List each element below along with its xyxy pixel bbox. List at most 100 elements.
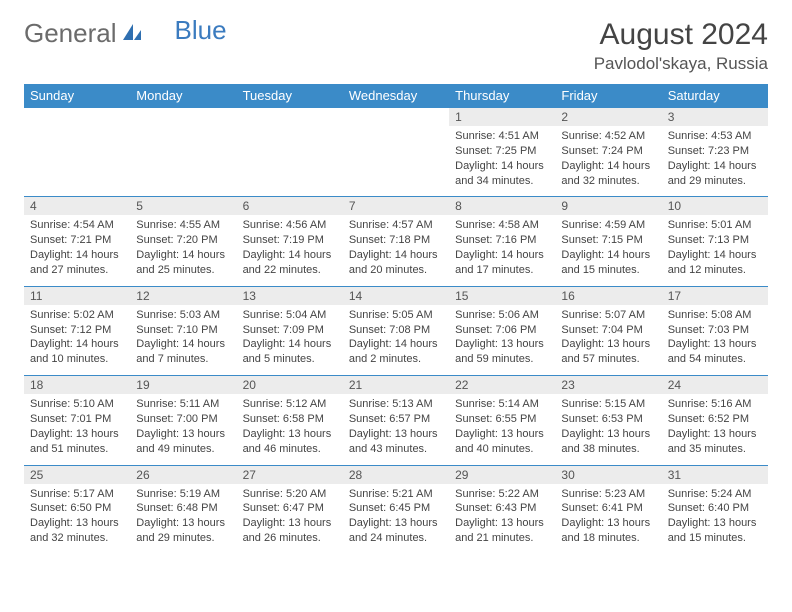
sunrise-text: Sunrise: 5:06 AM [455,308,549,323]
sunrise-text: Sunrise: 4:56 AM [243,218,337,233]
sunrise-text: Sunrise: 5:16 AM [668,397,762,412]
day1-text: Daylight: 14 hours [561,248,655,263]
sunset-text: Sunset: 7:10 PM [136,323,230,338]
sunrise-text: Sunrise: 5:24 AM [668,487,762,502]
day-content-cell: Sunrise: 4:54 AMSunset: 7:21 PMDaylight:… [24,215,130,286]
day-number-row: 45678910 [24,197,768,216]
day2-text: and 29 minutes. [136,531,230,546]
day-content-cell: Sunrise: 5:13 AMSunset: 6:57 PMDaylight:… [343,394,449,465]
day-number-cell [24,108,130,127]
day2-text: and 57 minutes. [561,352,655,367]
day-content-cell: Sunrise: 4:59 AMSunset: 7:15 PMDaylight:… [555,215,661,286]
day-number-cell: 12 [130,286,236,305]
day-number-cell: 16 [555,286,661,305]
day-content-cell: Sunrise: 5:17 AMSunset: 6:50 PMDaylight:… [24,484,130,554]
day-number-cell: 21 [343,376,449,395]
sunset-text: Sunset: 7:21 PM [30,233,124,248]
day1-text: Daylight: 14 hours [30,337,124,352]
sunset-text: Sunset: 6:40 PM [668,501,762,516]
day2-text: and 10 minutes. [30,352,124,367]
day-number-row: 25262728293031 [24,465,768,484]
day-content-cell: Sunrise: 5:23 AMSunset: 6:41 PMDaylight:… [555,484,661,554]
sunrise-text: Sunrise: 5:08 AM [668,308,762,323]
day2-text: and 40 minutes. [455,442,549,457]
day1-text: Daylight: 14 hours [349,248,443,263]
weekday-header: Monday [130,84,236,108]
day-content-cell [130,126,236,197]
day-content-cell: Sunrise: 5:10 AMSunset: 7:01 PMDaylight:… [24,394,130,465]
day-number-cell: 18 [24,376,130,395]
sunrise-text: Sunrise: 4:53 AM [668,129,762,144]
calendar-page: General Blue August 2024 Pavlodol'skaya,… [0,0,792,572]
sunrise-text: Sunrise: 5:22 AM [455,487,549,502]
day-number-cell: 15 [449,286,555,305]
day2-text: and 34 minutes. [455,174,549,189]
sunrise-text: Sunrise: 5:15 AM [561,397,655,412]
day2-text: and 38 minutes. [561,442,655,457]
day1-text: Daylight: 14 hours [136,337,230,352]
day-content-cell [343,126,449,197]
day1-text: Daylight: 13 hours [136,427,230,442]
day2-text: and 20 minutes. [349,263,443,278]
sunset-text: Sunset: 7:01 PM [30,412,124,427]
day-number-cell: 28 [343,465,449,484]
sunset-text: Sunset: 7:13 PM [668,233,762,248]
day1-text: Daylight: 13 hours [349,427,443,442]
day1-text: Daylight: 13 hours [455,337,549,352]
day-content-cell: Sunrise: 4:51 AMSunset: 7:25 PMDaylight:… [449,126,555,197]
day-content-cell: Sunrise: 5:22 AMSunset: 6:43 PMDaylight:… [449,484,555,554]
day-content-cell [24,126,130,197]
sunrise-text: Sunrise: 5:02 AM [30,308,124,323]
day2-text: and 2 minutes. [349,352,443,367]
day2-text: and 26 minutes. [243,531,337,546]
day1-text: Daylight: 13 hours [561,516,655,531]
sunrise-text: Sunrise: 4:58 AM [455,218,549,233]
sunrise-text: Sunrise: 4:55 AM [136,218,230,233]
day2-text: and 29 minutes. [668,174,762,189]
day-number-cell: 10 [662,197,768,216]
sunset-text: Sunset: 6:55 PM [455,412,549,427]
day-content-cell: Sunrise: 5:06 AMSunset: 7:06 PMDaylight:… [449,305,555,376]
day-number-cell: 25 [24,465,130,484]
day-content-cell: Sunrise: 5:15 AMSunset: 6:53 PMDaylight:… [555,394,661,465]
day-number-cell [237,108,343,127]
day-number-row: 123 [24,108,768,127]
sunset-text: Sunset: 7:23 PM [668,144,762,159]
day1-text: Daylight: 13 hours [668,427,762,442]
day2-text: and 15 minutes. [668,531,762,546]
day-content-cell: Sunrise: 5:04 AMSunset: 7:09 PMDaylight:… [237,305,343,376]
day1-text: Daylight: 13 hours [561,337,655,352]
day1-text: Daylight: 14 hours [455,159,549,174]
day-number-cell: 1 [449,108,555,127]
day-number-cell: 23 [555,376,661,395]
sunrise-text: Sunrise: 5:07 AM [561,308,655,323]
sunset-text: Sunset: 6:50 PM [30,501,124,516]
day-number-cell: 22 [449,376,555,395]
day2-text: and 21 minutes. [455,531,549,546]
day1-text: Daylight: 13 hours [561,427,655,442]
day2-text: and 22 minutes. [243,263,337,278]
weekday-header: Sunday [24,84,130,108]
day2-text: and 32 minutes. [561,174,655,189]
day-content-cell: Sunrise: 4:53 AMSunset: 7:23 PMDaylight:… [662,126,768,197]
location-label: Pavlodol'skaya, Russia [594,54,768,74]
day2-text: and 12 minutes. [668,263,762,278]
day-content-cell: Sunrise: 4:52 AMSunset: 7:24 PMDaylight:… [555,126,661,197]
day-content-cell: Sunrise: 5:16 AMSunset: 6:52 PMDaylight:… [662,394,768,465]
day-number-cell [343,108,449,127]
sunset-text: Sunset: 7:00 PM [136,412,230,427]
sunrise-text: Sunrise: 5:10 AM [30,397,124,412]
sunrise-text: Sunrise: 5:14 AM [455,397,549,412]
day-content-cell: Sunrise: 5:02 AMSunset: 7:12 PMDaylight:… [24,305,130,376]
day2-text: and 18 minutes. [561,531,655,546]
day-content-cell: Sunrise: 5:07 AMSunset: 7:04 PMDaylight:… [555,305,661,376]
day2-text: and 24 minutes. [349,531,443,546]
weekday-header: Saturday [662,84,768,108]
day-number-cell: 9 [555,197,661,216]
sunrise-text: Sunrise: 5:20 AM [243,487,337,502]
day1-text: Daylight: 13 hours [668,337,762,352]
day-content-cell: Sunrise: 5:19 AMSunset: 6:48 PMDaylight:… [130,484,236,554]
page-header: General Blue August 2024 Pavlodol'skaya,… [24,18,768,74]
day1-text: Daylight: 13 hours [136,516,230,531]
sunset-text: Sunset: 6:53 PM [561,412,655,427]
